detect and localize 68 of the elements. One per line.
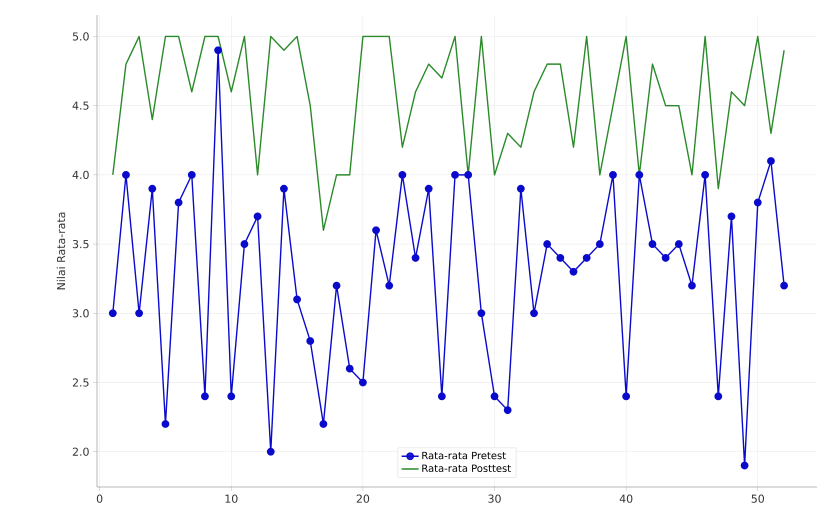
point	[780, 282, 788, 290]
point	[108, 309, 117, 318]
point	[596, 240, 604, 248]
point	[332, 282, 340, 290]
point	[464, 170, 472, 179]
point	[648, 240, 656, 248]
point	[451, 170, 459, 179]
x-tick-label: 40	[620, 494, 632, 503]
point	[372, 226, 380, 234]
point	[556, 254, 564, 262]
x-tick-label: 10	[225, 494, 238, 503]
point	[662, 254, 670, 262]
point	[266, 448, 275, 456]
point	[214, 46, 222, 54]
point	[438, 392, 446, 400]
point	[293, 296, 301, 304]
point	[582, 254, 591, 262]
y-tick-label: 4.5	[72, 102, 89, 110]
point	[346, 364, 354, 373]
point	[162, 420, 170, 428]
point	[570, 268, 578, 276]
point	[490, 392, 498, 400]
point	[201, 392, 209, 400]
point	[424, 184, 433, 193]
point	[254, 212, 262, 220]
legend-label: Rata-rata Posttest	[422, 464, 511, 472]
point	[688, 282, 696, 290]
point	[306, 337, 314, 345]
y-tick-label: 5.0	[72, 32, 89, 41]
point	[701, 170, 710, 179]
point	[135, 309, 144, 318]
point	[148, 184, 156, 193]
point	[174, 198, 183, 206]
point	[122, 170, 130, 179]
point	[516, 184, 525, 193]
y-tick-label: 2.5	[72, 378, 89, 387]
point	[227, 392, 236, 400]
x-tick-label: 20	[356, 494, 370, 503]
point	[714, 392, 722, 400]
point	[358, 378, 367, 386]
point	[504, 406, 512, 414]
y-tick-label: 3.0	[72, 309, 89, 318]
y-tick-label: 4.0	[72, 170, 89, 180]
point	[767, 157, 775, 165]
point	[635, 170, 644, 179]
point	[609, 170, 617, 179]
y-tick-label: 2.0	[72, 448, 89, 456]
y-tick-label: 3.5	[72, 240, 89, 248]
point	[280, 184, 288, 193]
point	[412, 254, 420, 262]
legend-label: Rata-rata Pretest	[422, 452, 506, 460]
point	[398, 170, 406, 179]
point	[740, 462, 749, 470]
point	[477, 309, 486, 318]
point	[543, 240, 552, 248]
x-tick-label: 30	[488, 494, 501, 503]
point	[320, 420, 328, 428]
point	[240, 240, 248, 248]
point	[674, 240, 683, 248]
point	[385, 282, 394, 290]
point	[754, 198, 762, 206]
x-tick-label: 0	[96, 494, 102, 503]
point	[188, 170, 196, 179]
point	[530, 309, 538, 318]
point	[728, 212, 736, 220]
x-tick-label: 50	[752, 494, 764, 503]
point	[622, 392, 630, 400]
y-axis-title: Nilai Rata-rata	[56, 212, 66, 290]
